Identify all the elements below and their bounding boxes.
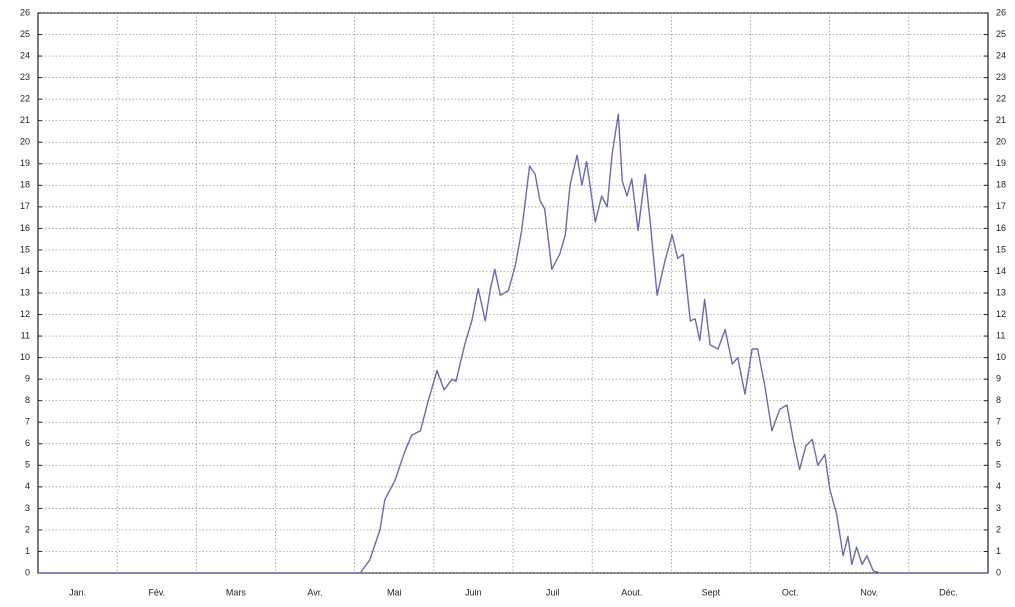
y-tick-label: 24: [20, 50, 30, 60]
y2-tick-label: 14: [996, 266, 1006, 276]
y2-tick-label: 24: [996, 50, 1006, 60]
y-tick-label: 4: [25, 481, 30, 491]
y2-tick-label: 5: [996, 460, 1001, 470]
x-tick-label: Jan.: [69, 587, 86, 597]
x-tick-label: Avr.: [307, 587, 322, 597]
y-tick-label: 23: [20, 72, 30, 82]
y-tick-label: 25: [20, 29, 30, 39]
y-tick-label: 26: [20, 7, 30, 17]
y-tick-label: 21: [20, 115, 30, 125]
y2-tick-label: 17: [996, 201, 1006, 211]
y-tick-label: 18: [20, 180, 30, 190]
y2-tick-label: 22: [996, 94, 1006, 104]
x-tick-label: Nov.: [860, 587, 878, 597]
y2-tick-label: 10: [996, 352, 1006, 362]
x-tick-label: Mars: [226, 587, 246, 597]
y2-tick-label: 15: [996, 244, 1006, 254]
y-tick-label: 5: [25, 460, 30, 470]
y2-tick-label: 13: [996, 287, 1006, 297]
y-tick-label: 22: [20, 94, 30, 104]
y-tick-label: 0: [25, 567, 30, 577]
y2-tick-label: 0: [996, 567, 1001, 577]
y-tick-label: 3: [25, 503, 30, 513]
y2-tick-label: 7: [996, 417, 1001, 427]
x-tick-label: Oct.: [782, 587, 799, 597]
y-tick-label: 1: [25, 546, 30, 556]
y2-tick-label: 2: [996, 524, 1001, 534]
y-tick-label: 9: [25, 374, 30, 384]
x-tick-label: Déc.: [939, 587, 958, 597]
y-tick-label: 12: [20, 309, 30, 319]
y-tick-label: 14: [20, 266, 30, 276]
y2-tick-label: 20: [996, 137, 1006, 147]
y2-tick-label: 23: [996, 72, 1006, 82]
y-tick-label: 10: [20, 352, 30, 362]
y2-tick-label: 25: [996, 29, 1006, 39]
x-tick-label: Mai: [387, 587, 402, 597]
y2-tick-label: 18: [996, 180, 1006, 190]
y2-tick-label: 1: [996, 546, 1001, 556]
y2-tick-label: 11: [996, 330, 1005, 340]
y-tick-label: 6: [25, 438, 30, 448]
y2-tick-label: 19: [996, 158, 1006, 168]
y2-tick-label: 4: [996, 481, 1001, 491]
y-tick-label: 15: [20, 244, 30, 254]
x-tick-label: Fév.: [148, 587, 165, 597]
y-tick-label: 7: [25, 417, 30, 427]
y-tick-label: 13: [20, 287, 30, 297]
y-tick-label: 20: [20, 137, 30, 147]
y2-tick-label: 12: [996, 309, 1006, 319]
x-tick-label: Aout.: [621, 587, 642, 597]
y2-tick-label: 26: [996, 7, 1006, 17]
data-line: [38, 113, 988, 574]
y-tick-label: 16: [20, 223, 30, 233]
y2-tick-label: 21: [996, 115, 1006, 125]
y2-tick-label: 16: [996, 223, 1006, 233]
y2-tick-label: 6: [996, 438, 1001, 448]
y2-tick-label: 3: [996, 503, 1001, 513]
y-tick-label: 11: [21, 330, 30, 340]
x-tick-label: Juin: [465, 587, 482, 597]
y-tick-label: 8: [25, 395, 30, 405]
y2-tick-label: 9: [996, 374, 1001, 384]
x-tick-label: Sept: [702, 587, 721, 597]
y-tick-label: 19: [20, 158, 30, 168]
y-tick-label: 17: [20, 201, 30, 211]
y2-tick-label: 8: [996, 395, 1001, 405]
y-tick-label: 2: [25, 524, 30, 534]
x-tick-label: Juil: [546, 587, 560, 597]
